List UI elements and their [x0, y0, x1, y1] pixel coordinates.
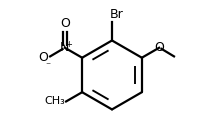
Text: O: O: [38, 51, 48, 64]
Text: O: O: [154, 41, 164, 54]
Text: ⁻: ⁻: [46, 61, 51, 71]
Text: CH₃: CH₃: [45, 96, 65, 107]
Text: Br: Br: [110, 8, 124, 21]
Text: O: O: [60, 17, 70, 30]
Text: +: +: [65, 40, 72, 49]
Text: N: N: [60, 41, 70, 54]
